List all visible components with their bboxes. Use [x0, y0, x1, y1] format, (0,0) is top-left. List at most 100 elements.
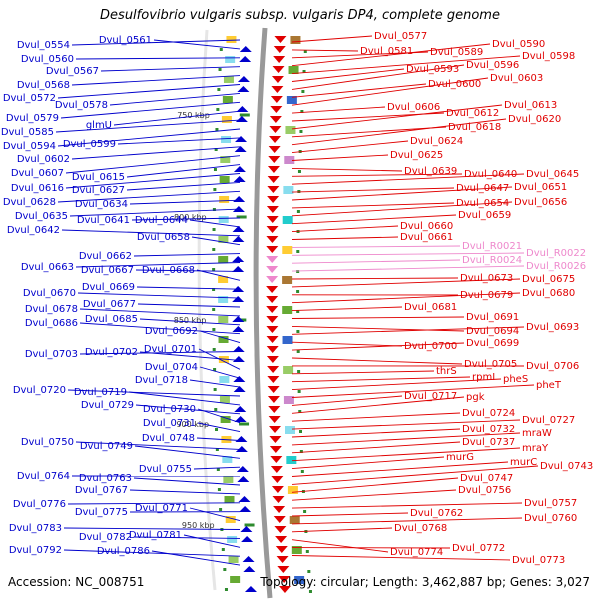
minus-strand-gene[interactable]: [273, 56, 286, 63]
minus-strand-gene[interactable]: [266, 336, 279, 343]
gene-label-dvul-0792[interactable]: Dvul_0792: [9, 545, 62, 556]
minus-strand-gene[interactable]: [273, 506, 286, 513]
plus-strand-gene[interactable]: [233, 176, 246, 182]
gene-label-dvul-0730[interactable]: Dvul_0730: [143, 404, 196, 415]
gene-label-dvul-0568[interactable]: Dvul_0568: [17, 80, 70, 91]
gene-label-dvul-0647[interactable]: Dvul_0647: [456, 183, 509, 194]
plus-strand-gene[interactable]: [239, 506, 252, 512]
plus-strand-gene[interactable]: [237, 476, 250, 482]
gene-label-dvul-0755[interactable]: Dvul_0755: [139, 464, 192, 475]
minus-strand-gene[interactable]: [273, 516, 286, 523]
gene-label-dvul-0757[interactable]: Dvul_0757: [524, 498, 577, 509]
gene-label-dvul-0561[interactable]: Dvul_0561: [99, 35, 152, 46]
gene-label-dvul-0598[interactable]: Dvul_0598: [522, 51, 575, 62]
gene-label-dvul-0771[interactable]: Dvul_0771: [135, 503, 188, 514]
gene-label-dvul-0606[interactable]: Dvul_0606: [387, 102, 440, 113]
gene-label-dvul-0760[interactable]: Dvul_0760: [524, 513, 577, 524]
plus-strand-gene[interactable]: [236, 466, 249, 472]
gene-label-dvul-0618[interactable]: Dvul_0618: [448, 122, 501, 133]
gene-label-dvul-0599[interactable]: Dvul_0599: [63, 139, 116, 150]
gene-label-dvul-0651[interactable]: Dvul_0651: [514, 182, 567, 193]
gene-label-phes[interactable]: pheS: [503, 374, 528, 385]
minus-strand-gene[interactable]: [266, 246, 279, 253]
plus-strand-gene[interactable]: [235, 136, 248, 142]
plus-strand-gene[interactable]: [232, 226, 245, 232]
gene-label-dvul-0662[interactable]: Dvul_0662: [79, 251, 132, 262]
minus-strand-gene[interactable]: [270, 106, 283, 113]
minus-strand-gene[interactable]: [266, 216, 279, 223]
gene-label-dvul-0681[interactable]: Dvul_0681: [404, 302, 457, 313]
plus-strand-gene[interactable]: [235, 446, 248, 452]
plus-strand-gene[interactable]: [237, 76, 250, 82]
minus-strand-gene[interactable]: [270, 466, 283, 473]
minus-strand-gene[interactable]: [277, 566, 290, 573]
gene-label-dvul-0572[interactable]: Dvul_0572: [3, 93, 56, 104]
minus-strand-gene[interactable]: [278, 576, 291, 583]
gene-label-dvul-0692[interactable]: Dvul_0692: [145, 326, 198, 337]
minus-strand-gene[interactable]: [269, 446, 282, 453]
plus-strand-gene[interactable]: [232, 296, 245, 302]
minus-strand-gene[interactable]: [266, 306, 279, 313]
gene-label-murg[interactable]: murG: [446, 452, 474, 463]
minus-strand-gene[interactable]: [275, 536, 288, 543]
gene-label-thrs[interactable]: thrS: [436, 366, 457, 377]
gene-label-dvul-0590[interactable]: Dvul_0590: [492, 39, 545, 50]
minus-strand-gene[interactable]: [266, 296, 279, 303]
gene-label-dvul-0635[interactable]: Dvul_0635: [15, 211, 68, 222]
gene-label-dvul-0679[interactable]: Dvul_0679: [460, 290, 513, 301]
gene-label-dvul-r0022[interactable]: Dvul_R0022: [526, 248, 586, 259]
gene-label-dvul-0612[interactable]: Dvul_0612: [446, 108, 499, 119]
gene-label-dvul-0732[interactable]: Dvul_0732: [462, 424, 515, 435]
gene-label-dvul-0702[interactable]: Dvul_0702: [85, 347, 138, 358]
plus-strand-gene[interactable]: [232, 326, 245, 332]
gene-label-dvul-0668[interactable]: Dvul_0668: [142, 265, 195, 276]
gene-label-dvul-0627[interactable]: Dvul_0627: [72, 185, 125, 196]
gene-label-dvul-0642[interactable]: Dvul_0642: [7, 225, 60, 236]
minus-strand-gene[interactable]: [267, 166, 280, 173]
gene-label-dvul-0663[interactable]: Dvul_0663: [21, 262, 74, 273]
gene-label-phet[interactable]: pheT: [536, 380, 562, 391]
minus-strand-gene[interactable]: [266, 236, 279, 243]
gene-label-dvul-0593[interactable]: Dvul_0593: [406, 64, 459, 75]
gene-label-dvul-0720[interactable]: Dvul_0720: [13, 385, 66, 396]
minus-strand-gene[interactable]: [274, 36, 287, 43]
minus-strand-gene[interactable]: [267, 186, 280, 193]
gene-label-dvul-0783[interactable]: Dvul_0783: [9, 523, 62, 534]
gene-label-dvul-0624[interactable]: Dvul_0624: [410, 136, 463, 147]
gene-label-dvul-0577[interactable]: Dvul_0577: [374, 31, 427, 42]
minus-strand-gene[interactable]: [271, 86, 284, 93]
minus-strand-gene[interactable]: [268, 416, 281, 423]
plus-strand-gene[interactable]: [239, 56, 252, 62]
gene-label-dvul-0706[interactable]: Dvul_0706: [526, 361, 579, 372]
plus-strand-gene[interactable]: [232, 256, 245, 262]
gene-label-dvul-0748[interactable]: Dvul_0748: [142, 433, 195, 444]
minus-strand-gene[interactable]: [271, 486, 284, 493]
gene-label-dvul-0616[interactable]: Dvul_0616: [11, 183, 64, 194]
gene-label-dvul-0675[interactable]: Dvul_0675: [522, 274, 575, 285]
minus-strand-gene[interactable]: [266, 326, 279, 333]
gene-label-dvul-0659[interactable]: Dvul_0659: [458, 210, 511, 221]
plus-strand-gene[interactable]: [232, 316, 245, 322]
plus-strand-gene[interactable]: [243, 566, 256, 572]
gene-label-dvul-0762[interactable]: Dvul_0762: [410, 508, 463, 519]
gene-label-dvul-0613[interactable]: Dvul_0613: [504, 100, 557, 111]
gene-label-dvul-0750[interactable]: Dvul_0750: [21, 437, 74, 448]
gene-label-dvul-0781[interactable]: Dvul_0781: [129, 530, 182, 541]
gene-label-dvul-0641[interactable]: Dvul_0641: [77, 215, 130, 226]
gene-label-dvul-0699[interactable]: Dvul_0699: [466, 338, 519, 349]
gene-label-glmu[interactable]: glmU: [86, 120, 112, 131]
plus-strand-gene[interactable]: [232, 356, 245, 362]
gene-label-dvul-0782[interactable]: Dvul_0782: [79, 532, 132, 543]
gene-label-dvul-r0024[interactable]: Dvul_R0024: [462, 255, 522, 266]
minus-strand-gene[interactable]: [269, 436, 282, 443]
plus-strand-gene[interactable]: [232, 236, 245, 242]
gene-label-dvul-0764[interactable]: Dvul_0764: [17, 471, 70, 482]
minus-strand-gene[interactable]: [268, 146, 281, 153]
gene-label-dvul-0585[interactable]: Dvul_0585: [1, 127, 54, 138]
gene-label-dvul-0691[interactable]: Dvul_0691: [466, 312, 519, 323]
minus-strand-gene[interactable]: [266, 256, 279, 263]
gene-label-dvul-0673[interactable]: Dvul_0673: [460, 273, 513, 284]
gene-label-dvul-0600[interactable]: Dvul_0600: [428, 79, 481, 90]
minus-strand-gene[interactable]: [267, 366, 280, 373]
gene-label-dvul-0589[interactable]: Dvul_0589: [430, 47, 483, 58]
